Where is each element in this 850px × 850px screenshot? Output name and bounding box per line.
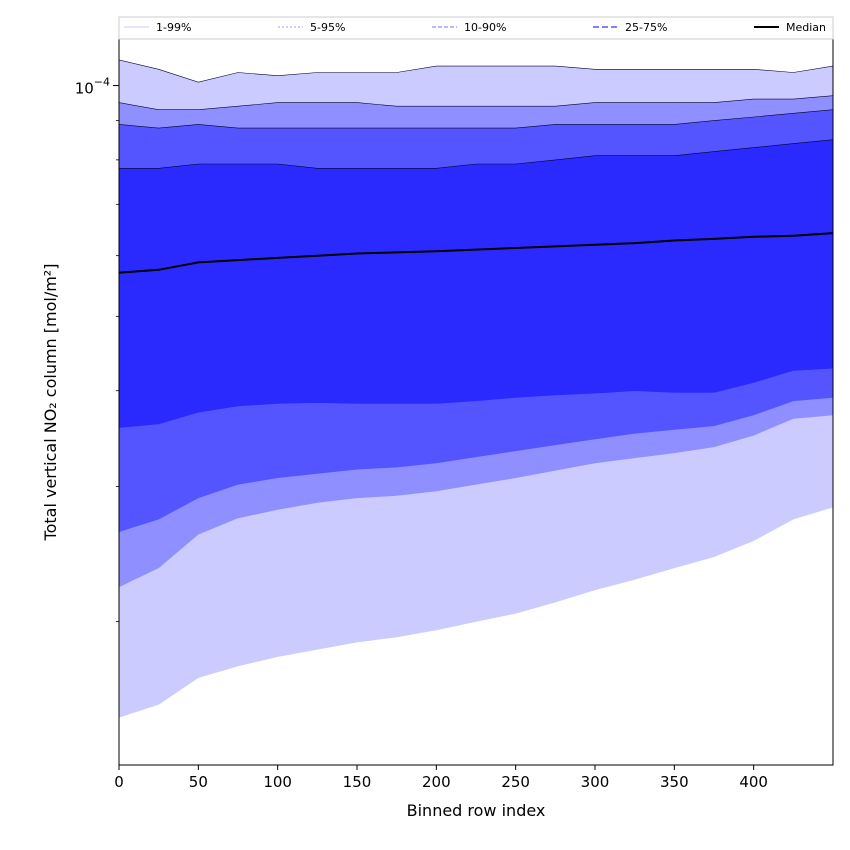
median-line bbox=[119, 232, 833, 274]
band-lower-edge-25-75 bbox=[119, 367, 833, 428]
x-tick-label: 0 bbox=[114, 773, 124, 791]
legend-label-25-75: 25-75% bbox=[625, 21, 667, 34]
median-layer bbox=[119, 232, 833, 274]
x-axis: 0 50 100 150 200 250 300 350 400 bbox=[114, 765, 768, 791]
x-tick-label: 100 bbox=[263, 773, 292, 791]
y-tick-base: 10 bbox=[75, 80, 94, 98]
x-tick-label: 50 bbox=[189, 773, 208, 791]
legend-label-5-95: 5-95% bbox=[310, 21, 345, 34]
legend: 1-99% 5-95% 10-90% 25-75% Median bbox=[118, 16, 834, 40]
legend-label-10-90: 10-90% bbox=[464, 21, 506, 34]
x-tick-label: 200 bbox=[422, 773, 451, 791]
x-tick-label: 350 bbox=[660, 773, 689, 791]
x-tick-label: 250 bbox=[501, 773, 530, 791]
bands-layer bbox=[119, 59, 833, 718]
legend-label-1-99: 1-99% bbox=[156, 21, 191, 34]
x-axis-title: Binned row index bbox=[407, 801, 546, 820]
band-lower-edge-5-95 bbox=[119, 414, 833, 588]
y-axis-title: Total vertical NO₂ column [mol/m²] bbox=[41, 264, 60, 542]
band-upper-edge-1-99 bbox=[119, 59, 833, 83]
band-lower-edge-10-90 bbox=[119, 397, 833, 532]
band-upper-edge-10-90 bbox=[119, 109, 833, 129]
x-tick-label: 400 bbox=[739, 773, 768, 791]
x-tick-label: 300 bbox=[581, 773, 610, 791]
band-lower-edge-1-99 bbox=[119, 506, 833, 718]
y-axis: 10−4 bbox=[75, 76, 119, 622]
band-upper-edge-5-95 bbox=[119, 95, 833, 110]
legend-label-median: Median bbox=[786, 21, 826, 34]
legend-box bbox=[118, 16, 834, 40]
x-tick-label: 150 bbox=[343, 773, 372, 791]
y-tick-label-major: 10−4 bbox=[75, 76, 110, 98]
y-tick-exponent: −4 bbox=[94, 76, 110, 89]
band-25-75 bbox=[119, 139, 833, 428]
band-upper-edge-25-75 bbox=[119, 139, 833, 169]
